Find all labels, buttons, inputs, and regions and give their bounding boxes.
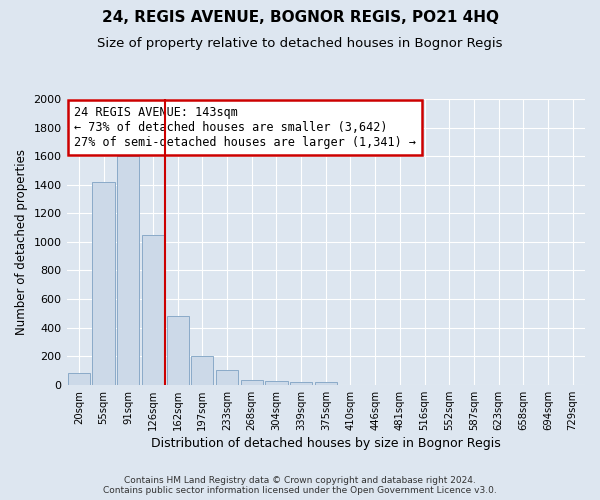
Bar (290, 382, 312, 385)
Text: Contains HM Land Registry data © Crown copyright and database right 2024.
Contai: Contains HM Land Registry data © Crown c… (103, 476, 497, 495)
Bar (216, 370, 238, 385)
Bar (191, 356, 214, 385)
Bar (314, 382, 337, 385)
Bar (265, 381, 287, 385)
Bar (117, 156, 139, 385)
X-axis label: Distribution of detached houses by size in Bognor Regis: Distribution of detached houses by size … (151, 437, 500, 450)
Bar (241, 380, 263, 385)
Y-axis label: Number of detached properties: Number of detached properties (15, 149, 28, 335)
Text: 24 REGIS AVENUE: 143sqm
← 73% of detached houses are smaller (3,642)
27% of semi: 24 REGIS AVENUE: 143sqm ← 73% of detache… (74, 106, 416, 149)
Bar (92, 182, 115, 385)
Text: Size of property relative to detached houses in Bognor Regis: Size of property relative to detached ho… (97, 38, 503, 51)
Bar (167, 316, 189, 385)
Bar (68, 374, 90, 385)
Bar (142, 235, 164, 385)
Text: 24, REGIS AVENUE, BOGNOR REGIS, PO21 4HQ: 24, REGIS AVENUE, BOGNOR REGIS, PO21 4HQ (101, 10, 499, 25)
